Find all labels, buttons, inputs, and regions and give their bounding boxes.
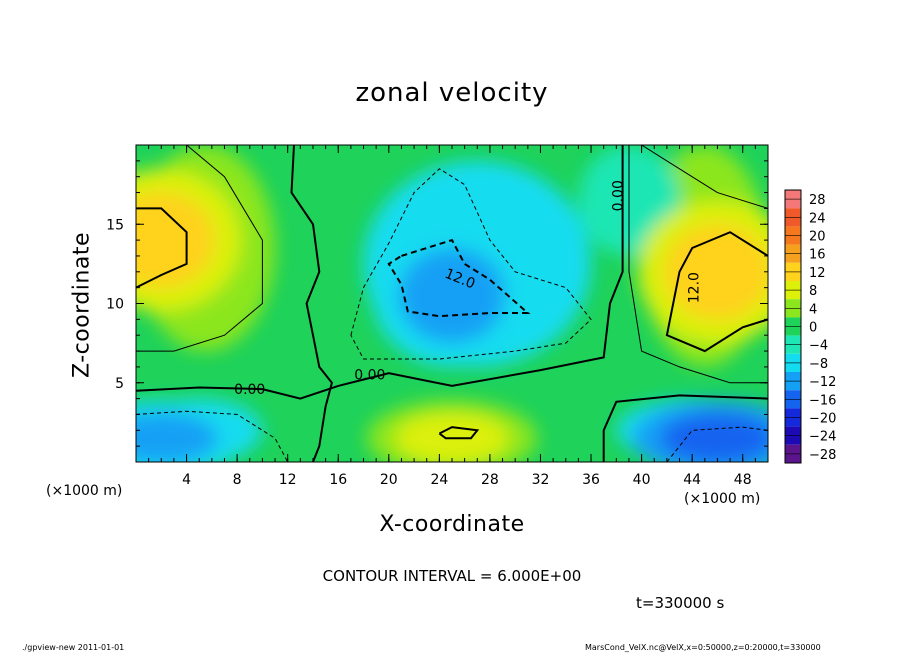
x-tick-label: 44 (683, 472, 701, 488)
x-tick-label: 16 (329, 472, 347, 488)
footer-data-source: MarsCond_VelX.nc@VelX,x=0:50000,z=0:2000… (585, 643, 821, 652)
colorbar-label: −24 (809, 430, 836, 445)
x-tick-label: 12 (279, 472, 297, 488)
twelve-contour-left (136, 207, 188, 289)
x-unit-label-left: (×1000 m) (46, 483, 123, 499)
colorbar-label: 28 (809, 193, 826, 208)
colorbar: 28 24 20 16 12 8 4 0 −4 −8 −12 −16 −20 −24 −28 (784, 189, 836, 464)
zero-contour-right (602, 394, 768, 462)
colorbar-label: −28 (809, 448, 836, 463)
y-tick-label: 15 (106, 217, 124, 233)
colorbar-label: 20 (809, 230, 826, 245)
negative-twelve-contour (387, 238, 531, 318)
six-contour-right (641, 145, 768, 209)
contour-interval-note: CONTOUR INTERVAL = 6.000E+00 (322, 567, 582, 585)
colorbar-label: −20 (809, 412, 836, 427)
x-ticks: 4 8 12 16 20 24 28 32 36 40 44 48 (135, 145, 769, 488)
time-stamp: t=330000 s (636, 594, 725, 612)
field-feature (398, 248, 506, 344)
footer-program-date: ./gpview-new 2011-01-01 (22, 643, 125, 652)
contour-lines (136, 145, 768, 462)
colorbar-label: 0 (809, 321, 817, 336)
field-feature (664, 224, 768, 320)
twelve-contour-surface (438, 426, 480, 440)
colorbar-label: −12 (809, 375, 836, 390)
contour-label: 0.00 (611, 180, 627, 211)
y-tick-label: 10 (106, 297, 124, 313)
chart-title: zonal velocity (355, 78, 549, 108)
x-tick-label: 48 (734, 472, 752, 488)
negative-six-contour-right (666, 426, 768, 462)
contour-label: 12.0 (686, 272, 702, 303)
zero-contour-left (290, 145, 333, 462)
colorbar-label: −16 (809, 393, 836, 408)
x-tick-label: 8 (233, 472, 242, 488)
six-contour-right-inner (628, 145, 768, 384)
x-tick-label: 20 (380, 472, 398, 488)
field-feature (136, 412, 219, 462)
y-ticks: 5 10 15 (106, 144, 768, 463)
negative-six-contour-left (136, 410, 289, 462)
contour-label: 0.00 (354, 368, 385, 384)
colorbar-label: 12 (809, 266, 826, 281)
x-tick-label: 4 (182, 472, 191, 488)
colorbar-label: −8 (809, 357, 828, 372)
contour-label: 0.00 (234, 382, 265, 398)
colorbar-label: −4 (809, 339, 828, 354)
x-unit-label-right: (×1000 m) (684, 491, 761, 507)
x-tick-label: 28 (481, 472, 499, 488)
colorbar-label: 16 (809, 248, 826, 263)
velocity-field (136, 145, 768, 462)
field-feature (660, 412, 768, 462)
zero-contour-main (136, 145, 624, 400)
x-tick-label: 40 (633, 472, 651, 488)
colorbar-label: 8 (809, 284, 817, 299)
colorbar-label: 24 (809, 211, 826, 226)
six-contour-left (136, 145, 263, 352)
x-tick-label: 32 (532, 472, 550, 488)
y-tick-label: 5 (115, 376, 124, 392)
field-feature (136, 192, 215, 288)
colorbar-label: 4 (809, 302, 817, 317)
x-tick-label: 24 (430, 472, 448, 488)
x-axis-label: X-coordinate (379, 512, 525, 537)
negative-six-contour (350, 168, 592, 360)
twelve-contour-right (665, 231, 768, 353)
x-tick-label: 36 (582, 472, 600, 488)
